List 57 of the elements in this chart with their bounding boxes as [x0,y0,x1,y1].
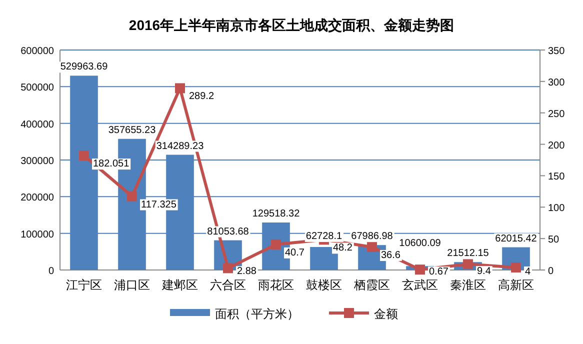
point [175,83,185,94]
data-label: 182.051 [93,158,130,170]
y2-tick-label: 300 [548,77,566,88]
y2-tick-label: 150 [548,172,566,183]
point [415,264,425,275]
data-label: 289.2 [189,91,214,102]
x-tick-label: 六合区 [210,278,246,292]
y2-tick-label: 250 [548,108,566,120]
y-tick-label: 500000 [20,82,54,94]
data-label: 62015.42 [495,233,538,244]
data-label: 314289.23 [156,140,204,152]
data-label: 40.7 [285,247,305,258]
data-label: 357655.23 [108,124,156,136]
data-label: 21512.15 [447,248,490,260]
data-label: 4 [525,266,531,278]
x-tick-label: 栖霞区 [353,278,390,292]
y-tick-label: 400000 [20,119,54,130]
x-tick-label: 浦口区 [114,278,150,292]
y2-tick-label: 0 [548,266,554,277]
data-label: 9.4 [477,266,492,278]
point [127,191,137,202]
x-tick-label: 秦淮区 [450,278,486,292]
point [79,150,89,161]
y-tick-label: 200000 [20,192,54,204]
y2-tick-label: 350 [548,46,566,57]
point [223,263,233,274]
x-tick-label: 江宁区 [66,278,102,292]
y2-tick-label: 200 [548,140,566,152]
point [463,259,473,270]
x-tick-label: 建邺区 [161,278,198,292]
x-tick-label: 玄武区 [402,278,438,292]
data-label: 36.6 [381,250,401,261]
x-tick-label: 鼓楼区 [306,278,342,292]
data-label: 2.88 [237,266,257,278]
data-label: 48.2 [333,242,353,254]
point [511,262,521,272]
chart-title: 2016年上半年南京市各区土地成交面积、金额走势图 [128,17,454,33]
data-label: 529963.69 [60,62,108,73]
point [271,239,281,250]
y2-tick-label: 50 [548,234,560,246]
x-tick-label: 高新区 [498,278,534,292]
y-tick-label: 100000 [20,229,54,240]
x-tick-label: 雨花区 [258,278,294,292]
legend-label: 金额 [374,307,398,321]
data-label: 0.67 [429,266,449,278]
point [367,242,377,252]
y-tick-label: 300000 [20,156,54,167]
y-tick-label: 0 [48,266,54,277]
data-label: 129518.32 [252,208,300,220]
data-label: 10600.09 [399,238,442,250]
data-label: 67986.98 [351,231,394,242]
y-tick-label: 600000 [20,46,54,57]
data-label: 81053.68 [207,226,250,238]
legend-label: 面积（平方米） [215,307,299,321]
y2-tick-label: 100 [548,203,566,214]
data-label: 117.325 [141,199,177,210]
data-label: 62728.1 [306,231,343,242]
